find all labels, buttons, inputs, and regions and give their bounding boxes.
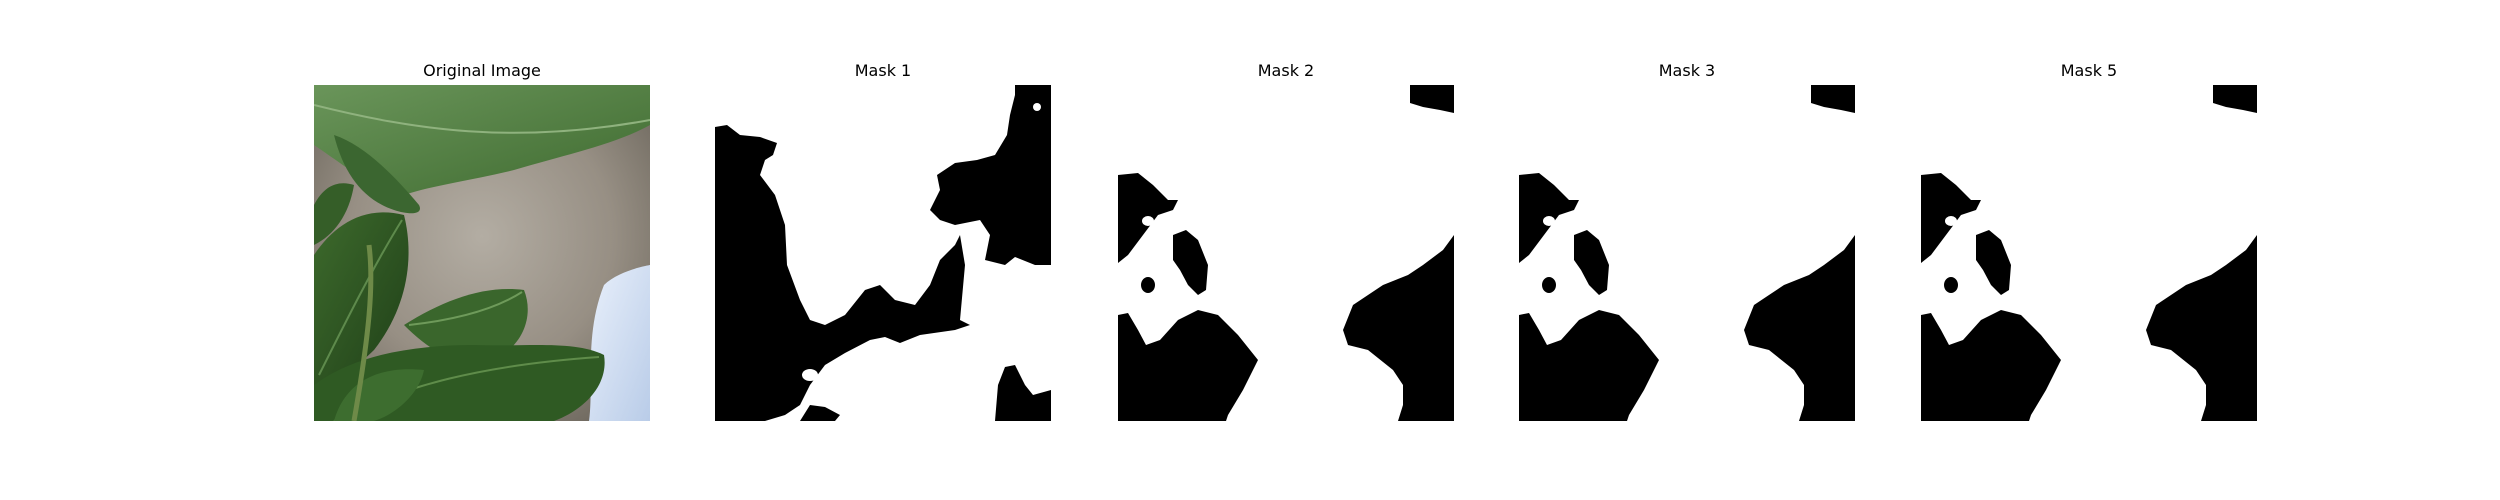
left-leaf [314, 212, 409, 390]
panel-title-original: Original Image [423, 61, 541, 80]
mask-2-image [1118, 85, 1454, 421]
mask-1-top-right-region [930, 85, 1051, 265]
mask-2-lower-left-region [1118, 310, 1258, 421]
mask-2-right-region [1343, 235, 1454, 421]
mask-3-right-region [1744, 235, 1855, 421]
mask-2-panel: Mask 2 [1118, 61, 1454, 421]
mask-5-image [1921, 85, 2257, 421]
mask-3-lower-left-region [1519, 310, 1659, 421]
hanging-leaf [334, 135, 420, 214]
panel-title-mask-3: Mask 3 [1658, 61, 1716, 80]
mask-1-panel: Mask 1 [715, 61, 1051, 421]
panel-title-mask-5: Mask 5 [2060, 61, 2118, 80]
original-image [314, 85, 650, 421]
panel-title-mask-1: Mask 1 [854, 61, 912, 80]
mask-5-right-region [2146, 235, 2257, 421]
middle-leaf [404, 289, 528, 364]
mask-1-left-region [715, 125, 970, 421]
mask-5-lower-left-region [1921, 310, 2061, 421]
top-leaf [314, 85, 650, 195]
mask-5-panel: Mask 5 [1921, 61, 2257, 421]
original-image-panel: Original Image [314, 61, 650, 421]
container [589, 265, 650, 421]
mask-3-panel: Mask 3 [1519, 61, 1855, 421]
panel-title-mask-2: Mask 2 [1257, 61, 1315, 80]
mask-1-image [715, 85, 1051, 421]
mask-3-image [1519, 85, 1855, 421]
